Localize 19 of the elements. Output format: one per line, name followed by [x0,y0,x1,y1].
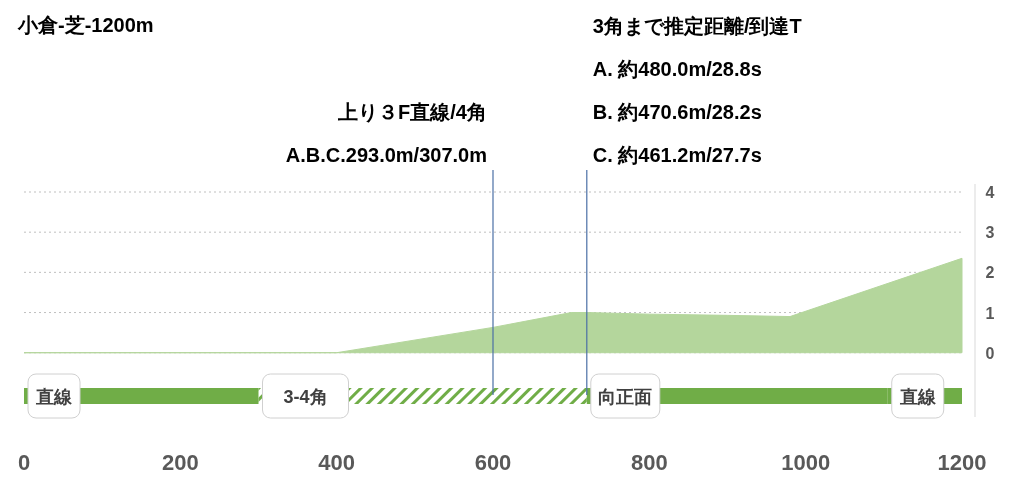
ref-line-label: 3角まで推定距離/到達T A. 約480.0m/28.8s B. 約470.6m/28.2s C. 約461.2m/27.7s [592,15,802,166]
x-tick-label: 0 [17,450,31,475]
y-tick-label: 3 [985,224,995,242]
x-tick-label: 800 [630,450,668,475]
chart-title: 小倉-芝-1200m [17,14,154,36]
band-label: 直線 [35,387,73,407]
x-tick-label: 200 [161,450,199,475]
band-label: 3-4角 [283,387,328,407]
band-label: 向正面 [598,387,653,407]
x-tick-label: 1200 [937,450,987,475]
x-tick-label: 600 [474,450,512,475]
x-tick-label: 1000 [781,450,831,475]
y-tick-label: 4 [985,184,995,201]
band-label: 直線 [898,387,937,407]
y-tick-label: 1 [985,304,995,322]
y-tick-label: 2 [985,264,995,282]
x-tick-label: 400 [318,450,356,475]
ref-line-label: 上り３F直線/4角 A.B.C.293.0m/307.0m [285,101,487,166]
y-tick-label: 0 [985,344,995,362]
